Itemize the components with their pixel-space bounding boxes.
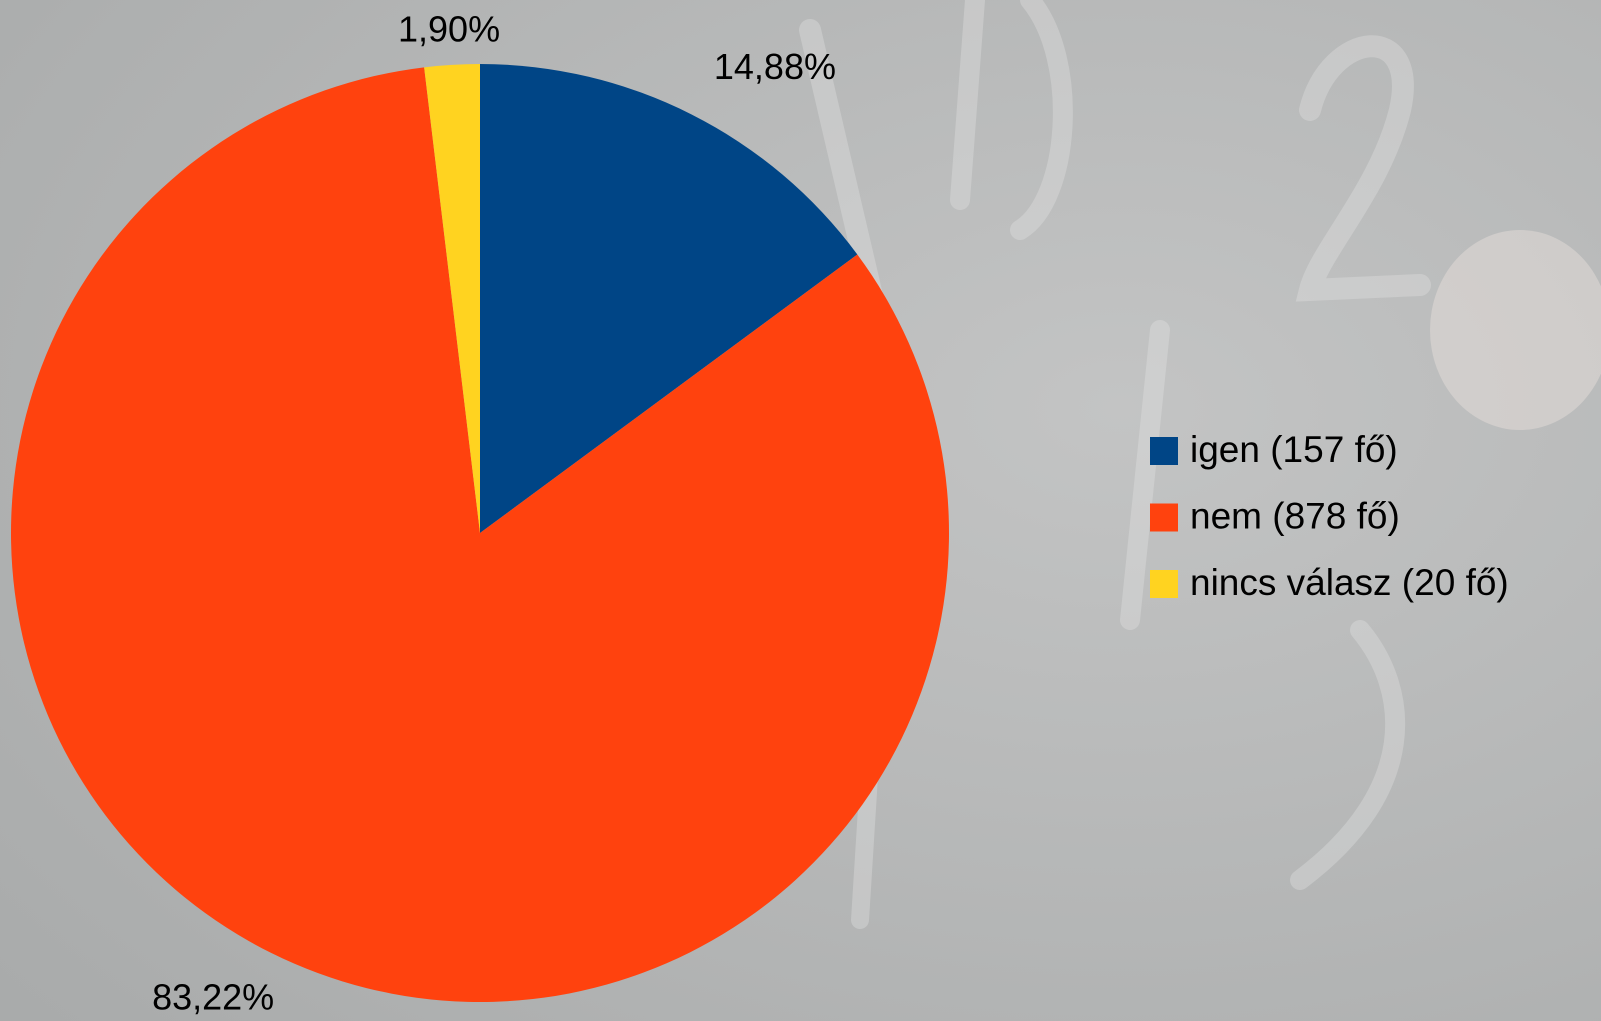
legend-label: nem (878 fő) [1190,495,1400,536]
data-label: 14,88% [714,46,836,87]
legend-swatch [1150,503,1178,532]
data-label: 83,22% [152,977,274,1018]
legend-swatch [1150,570,1178,598]
legend: igen (157 fő) nem (878 fő) nincs válasz (2… [1150,429,1509,603]
data-label: 1,90% [398,9,500,50]
pie: 14,88% 83,22% 1,90% [11,9,949,1018]
pie-slice [424,64,480,533]
legend-label: nincs válasz (20 fő) [1190,562,1509,603]
chalk-scribbles [799,0,1601,929]
legend-label: igen (157 fő) [1190,429,1398,470]
pie-slice [480,64,858,533]
legend-swatch [1150,437,1178,465]
pie-slice [11,67,949,1002]
